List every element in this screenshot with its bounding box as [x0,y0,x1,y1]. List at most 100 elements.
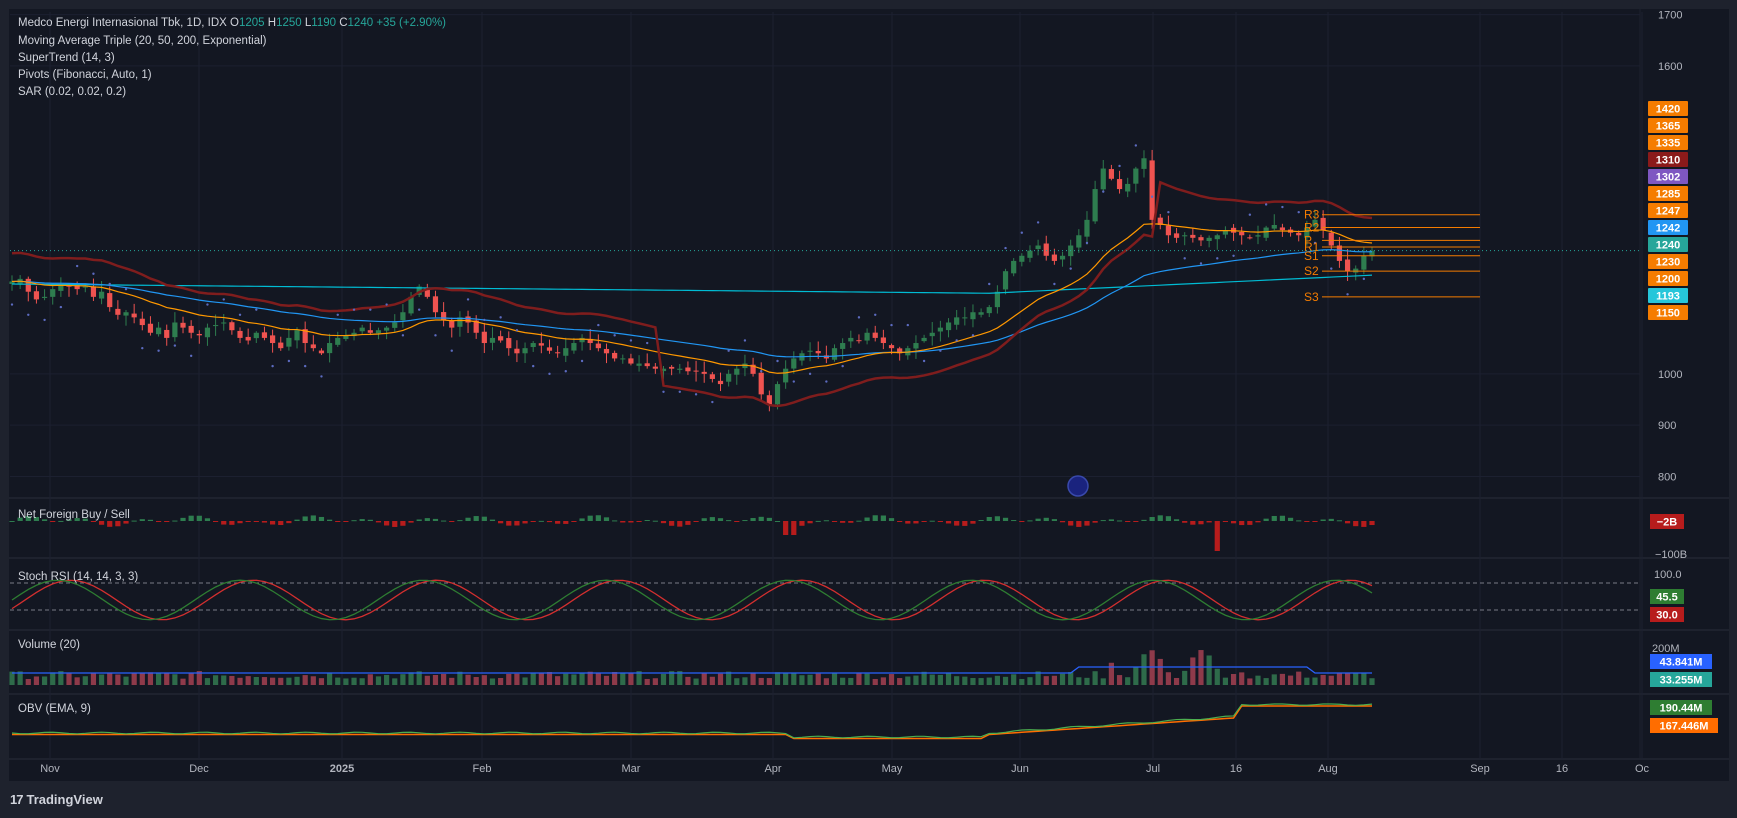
symbol-legend[interactable]: Medco Energi Internasional Tbk, 1D, IDX … [18,17,446,29]
indicator-sar[interactable]: SAR (0.02, 0.02, 0.2) [18,86,127,98]
candle [278,342,284,349]
net-foreign-bar [506,521,512,526]
candle [766,395,772,405]
x-tick-label: Apr [764,763,781,775]
sar-dot [727,349,730,352]
sar-dot [1069,267,1072,270]
net-foreign-label[interactable]: Net Foreign Buy / Sell [18,509,130,521]
indicator-ma-triple[interactable]: Moving Average Triple (20, 50, 200, Expo… [18,35,267,47]
net-foreign-bar [25,516,31,521]
net-foreign-bar [807,521,813,524]
indicator-pivots[interactable]: Pivots (Fibonacci, Auto, 1) [18,69,152,81]
sar-dot [825,380,828,383]
volume-bar [717,673,724,685]
net-foreign-bar [652,520,658,522]
stoch-rsi-label[interactable]: Stoch RSI (14, 14, 3, 3) [18,571,139,583]
net-foreign-bar [351,520,357,522]
volume-bar [620,673,626,685]
net-foreign-bar [1149,517,1155,521]
price-axis-tag [1648,169,1688,184]
candle [1239,232,1245,236]
volume-bar [196,671,202,685]
net-foreign-bar [1076,521,1082,527]
net-foreign-bar [522,521,528,524]
candle [147,323,154,333]
ema200-line [11,274,1373,294]
volume-bar [937,674,943,685]
net-foreign-bar [155,521,162,522]
candle [522,348,528,354]
x-tick-label: Sep [1470,763,1490,775]
volume-bar [473,677,479,685]
volume-bar [1125,677,1131,685]
volume-bar [229,675,235,685]
volume-bar [253,676,259,685]
close-value: 1240 [347,17,374,29]
net-foreign-bar [929,520,935,522]
volume-bar [929,674,935,685]
net-foreign-bar [432,518,439,521]
net-foreign-bar [392,521,398,527]
candle [400,312,406,321]
net-foreign-bar [636,521,642,522]
price-axis-tag [1648,135,1688,150]
candle [172,322,178,338]
net-foreign-bar [343,521,349,522]
ema50-line [11,249,1373,358]
net-foreign-bar [783,521,789,535]
net-foreign-bar [644,520,650,522]
obv-label[interactable]: OBV (EMA, 9) [18,703,91,715]
volume-bar [310,676,316,685]
net-foreign-bar [449,521,455,522]
net-foreign-bar [164,521,170,522]
volume-bar [237,677,243,685]
candle [1369,250,1375,257]
candle [155,327,162,335]
tradingview-footer[interactable]: 17 TradingView [10,792,103,807]
volume-bar [1247,678,1253,685]
net-foreign-bar [514,521,520,526]
volume-bar [384,674,390,685]
net-foreign-bar [677,521,683,527]
net-foreign-bar [1296,520,1302,522]
sar-dot [515,329,519,332]
net-foreign-bar [945,521,952,524]
price-axis-tag [1648,186,1688,201]
sar-dot [890,323,893,327]
volume-bar [1255,675,1261,685]
volume-bar [1019,678,1025,685]
volume-bar [726,671,732,685]
net-foreign-bar [587,515,593,521]
net-foreign-bar [1011,520,1017,522]
price-axis-value: 1200 [1656,274,1680,286]
volume-bar [481,675,487,685]
volume-label[interactable]: Volume (20) [18,639,81,651]
sar-dot [1004,246,1007,250]
sar-dot [531,364,535,368]
net-foreign-bar [693,521,699,522]
net-foreign-bar [1279,515,1286,521]
candle [783,368,789,383]
net-foreign-bar [905,521,911,524]
price-axis-tag [1648,101,1688,116]
candle [831,348,838,360]
indicator-supertrend[interactable]: SuperTrend (14, 3) [18,52,115,64]
volume-bar [498,678,504,685]
candle [1336,245,1343,261]
volume-bar [1027,677,1033,685]
price-axis-value: 1150 [1656,308,1680,320]
net-foreign-bar [555,521,561,524]
candle [652,366,658,369]
candles-group [9,149,1375,412]
candle [1133,168,1139,184]
net-foreign-bar [563,521,569,524]
candle [82,286,88,288]
net-foreign-bar [253,521,259,522]
candle [188,325,194,333]
candle [1019,255,1025,262]
volume-bar [164,673,170,685]
net-foreign-bar [310,515,316,521]
candle [1084,219,1090,237]
net-foreign-axis: −100B [1655,549,1687,561]
